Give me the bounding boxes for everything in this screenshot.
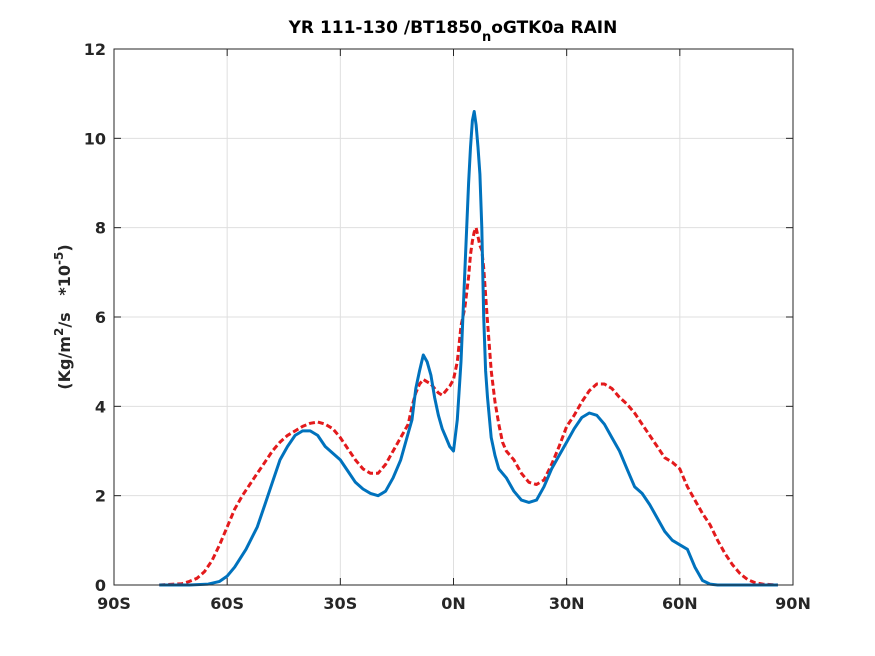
chart-title-main: YR 111-130 /BT1850 <box>288 18 483 38</box>
x-tick-labels: 90S 60S 30S 0N 30N 60N 90N <box>97 594 811 613</box>
series-layer <box>159 110 778 587</box>
y-tick-labels: 0 2 4 6 8 10 12 <box>84 40 106 595</box>
chart-title: YR 111-130 /BT1850noGTK0a RAIN <box>288 18 618 45</box>
y-axis-label-mid: /s *10 <box>55 265 74 328</box>
x-tick-label: 30S <box>323 594 357 613</box>
series-line-red-dashed <box>159 226 778 587</box>
y-tick-label: 6 <box>95 308 106 327</box>
x-tick-label: 60S <box>210 594 244 613</box>
y-tick-label: 4 <box>95 397 106 416</box>
y-axis-label-suffix: ) <box>55 244 74 251</box>
y-axis-label-sup2: -5 <box>52 252 66 265</box>
y-axis-label: (Kg/m2/s *10-5) <box>52 244 74 389</box>
y-axis-label-prefix: (Kg/m <box>55 336 74 390</box>
x-tick-label: 90N <box>775 594 811 613</box>
chart-title-subscript: n <box>482 30 491 45</box>
y-tick-label: 10 <box>84 129 106 148</box>
series-line-blue <box>159 110 778 587</box>
y-tick-label: 8 <box>95 219 106 238</box>
tick-marks <box>113 48 794 586</box>
y-tick-label: 12 <box>84 40 106 59</box>
x-tick-label: 90S <box>97 594 131 613</box>
chart-title-tail: oGTK0a RAIN <box>491 18 617 38</box>
x-tick-label: 0N <box>441 594 466 613</box>
x-tick-label: 60N <box>662 594 698 613</box>
y-tick-label: 0 <box>95 576 106 595</box>
x-tick-label: 30N <box>549 594 585 613</box>
y-axis-label-sup1: 2 <box>52 328 66 336</box>
y-tick-label: 2 <box>95 487 106 506</box>
